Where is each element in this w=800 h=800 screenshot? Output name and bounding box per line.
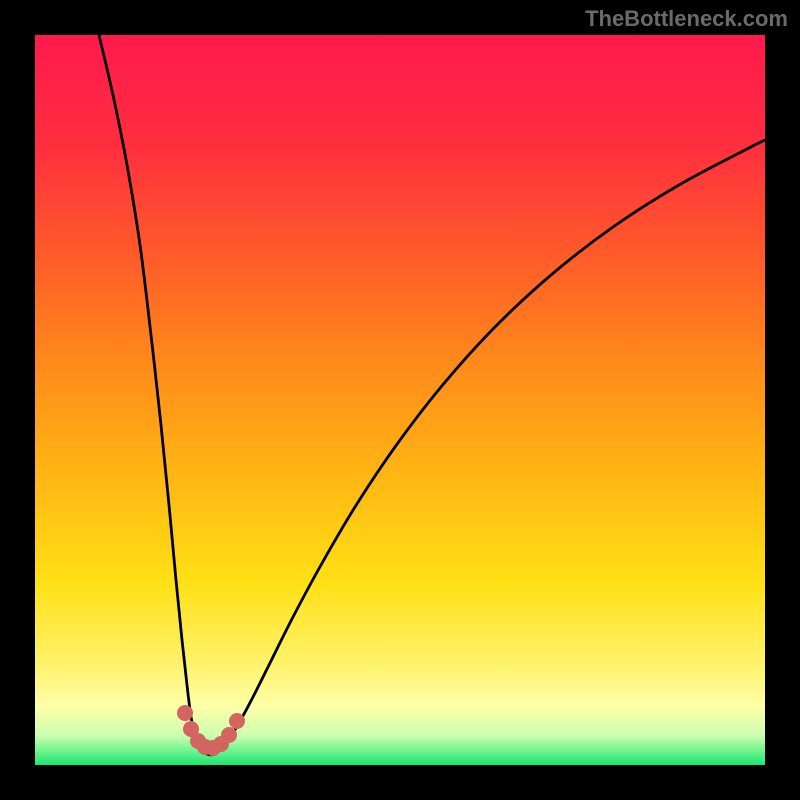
chart-container: TheBottleneck.com — [0, 0, 800, 800]
watermark-text: TheBottleneck.com — [585, 6, 788, 32]
data-dot — [221, 727, 237, 743]
plot-area — [35, 35, 765, 765]
curve-right — [211, 140, 765, 755]
curve-left — [99, 35, 211, 755]
curve-layer — [35, 35, 765, 765]
dot-group — [177, 705, 245, 756]
data-dot — [177, 705, 193, 721]
data-dot — [229, 713, 245, 729]
